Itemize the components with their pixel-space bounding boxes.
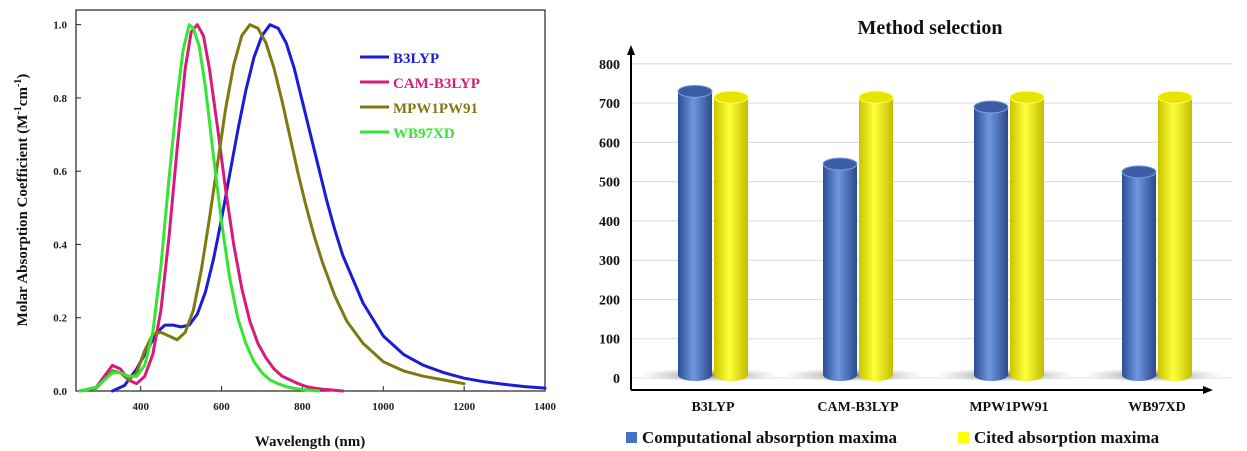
legend-label-computational: Computational absorption maxima — [642, 428, 898, 447]
x-tick-label: 1400 — [534, 401, 557, 413]
y-tick-label: 0.6 — [53, 166, 67, 178]
bar-computational-absorption-maxima-b3lyp-cap — [677, 84, 713, 98]
y-tick-label: 100 — [599, 333, 620, 348]
y-axis-label: Molar Absorption Coefficient (M-1cm-1) — [13, 74, 31, 327]
y-tick-label: 500 — [599, 176, 620, 191]
bar-computational-absorption-maxima-mpw1pw91-cap — [973, 100, 1009, 114]
y-tick-label: 600 — [599, 136, 620, 151]
y-tick-label: 0 — [613, 372, 620, 387]
legend-label-cited: Cited absorption maxima — [974, 428, 1160, 447]
series-line-wb97xd — [78, 23, 321, 393]
legend-label-cam-b3lyp: CAM-B3LYP — [393, 76, 480, 92]
category-label: CAM-B3LYP — [817, 400, 899, 415]
bar-computational-absorption-maxima-wb97xd-cap — [1121, 165, 1157, 179]
left-axis-ticks: 400 600 800 1000 1200 1400 0.0 0.2 0.4 0.6 0.8 1.0 — [53, 20, 556, 413]
legend-swatch-cited — [958, 432, 969, 443]
series-line-cam-b3lyp — [78, 23, 345, 393]
x-tick-label: 1000 — [372, 401, 395, 413]
category-label: B3LYP — [691, 400, 735, 415]
y-tick-label: 800 — [599, 58, 620, 73]
legend-label-b3lyp: B3LYP — [393, 51, 439, 67]
bar-chart-axes — [627, 45, 1213, 394]
x-tick-label: 600 — [213, 401, 230, 413]
bar-cited-absorption-maxima-cam-b3lyp — [859, 97, 893, 382]
bar-cited-absorption-maxima-b3lyp — [714, 97, 748, 382]
legend-swatch-computational — [626, 432, 637, 443]
x-tick-label: 400 — [132, 401, 149, 413]
spectrum-legend: B3LYP CAM-B3LYP MPW1PW91 WB97XD — [360, 51, 480, 142]
bar-computational-absorption-maxima-mpw1pw91 — [974, 107, 1008, 382]
x-axis-arrow — [1203, 386, 1213, 394]
bar-series: B3LYP CAM-B3LYP MPW1PW91 WB97XD — [639, 84, 1223, 415]
y-tick-label: 300 — [599, 254, 620, 269]
absorption-spectrum-chart: 400 600 800 1000 1200 14000.00.20.40.60.81.0 … — [13, 9, 557, 450]
y-tick-label: 400 — [599, 215, 620, 230]
y-tick-label: 0.4 — [53, 239, 67, 251]
y-tick-label: 0.8 — [53, 93, 67, 105]
spectrum-lines — [78, 23, 547, 393]
y-tick-label: 200 — [599, 293, 620, 308]
plot-frame — [75, 9, 546, 392]
bar-cited-absorption-maxima-wb97xd-cap — [1157, 90, 1193, 104]
bar-cited-absorption-maxima-cam-b3lyp-cap — [858, 90, 894, 104]
bar-legend: Computational absorption maxima Cited ab… — [626, 428, 1160, 447]
category-label: MPW1PW91 — [969, 400, 1048, 415]
bar-cited-absorption-maxima-b3lyp-cap — [713, 90, 749, 104]
y-tick-label: 700 — [599, 97, 620, 112]
bar-computational-absorption-maxima-cam-b3lyp-cap — [822, 157, 858, 171]
x-axis-label: Wavelength (nm) — [255, 434, 365, 450]
method-selection-chart: Method selection 0 100 200 300 400 500 600 700 8… — [599, 17, 1232, 447]
bar-computational-absorption-maxima-b3lyp — [678, 91, 712, 381]
y-tick-label: 0.2 — [53, 313, 67, 325]
y-axis-arrow — [627, 45, 635, 55]
bar-cited-absorption-maxima-mpw1pw91 — [1010, 97, 1044, 382]
legend-label-mpw1pw91: MPW1PW91 — [393, 101, 478, 117]
legend-label-wb97xd: WB97XD — [393, 126, 455, 142]
series-line-b3lyp — [110, 23, 547, 393]
y-tick-label: 0.0 — [53, 386, 67, 398]
x-tick-label: 800 — [294, 401, 311, 413]
category-label: WB97XD — [1128, 400, 1186, 415]
bar-computational-absorption-maxima-cam-b3lyp — [823, 163, 857, 381]
bar-cited-absorption-maxima-wb97xd — [1158, 97, 1192, 382]
bar-computational-absorption-maxima-wb97xd — [1122, 171, 1156, 381]
series-line-mpw1pw91 — [78, 23, 466, 393]
chart-title: Method selection — [858, 17, 1003, 39]
x-tick-label: 1200 — [453, 401, 476, 413]
bar-cited-absorption-maxima-mpw1pw91-cap — [1009, 90, 1045, 104]
y-tick-label: 1.0 — [53, 20, 67, 32]
